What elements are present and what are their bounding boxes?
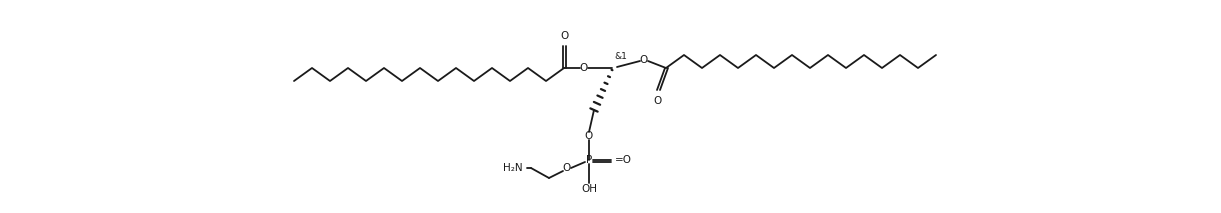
Text: O: O [580,63,589,73]
Text: O: O [585,131,593,141]
Text: P: P [586,155,592,165]
Text: O: O [560,31,569,41]
Text: O: O [640,55,648,65]
Text: O: O [654,96,662,106]
Text: &1: &1 [614,52,626,61]
Text: =O: =O [615,155,632,165]
Text: OH: OH [581,184,597,194]
Text: H₂N: H₂N [503,163,523,173]
Text: O: O [563,163,571,173]
